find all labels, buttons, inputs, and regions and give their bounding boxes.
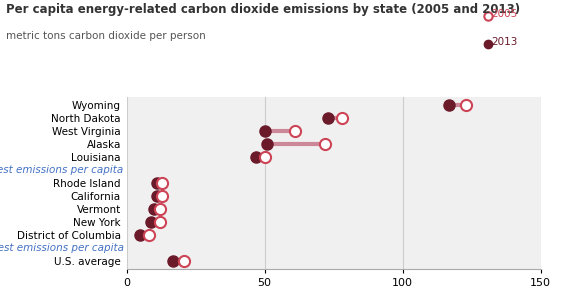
Text: 2005: 2005: [492, 9, 518, 19]
Text: 2013: 2013: [492, 37, 518, 47]
Text: Highest emissions per capita: Highest emissions per capita: [0, 165, 124, 175]
Text: Lowest emissions per capita: Lowest emissions per capita: [0, 243, 124, 253]
Text: Per capita energy-related carbon dioxide emissions by state (2005 and 2013): Per capita energy-related carbon dioxide…: [6, 3, 520, 16]
Text: metric tons carbon dioxide per person: metric tons carbon dioxide per person: [6, 31, 205, 41]
